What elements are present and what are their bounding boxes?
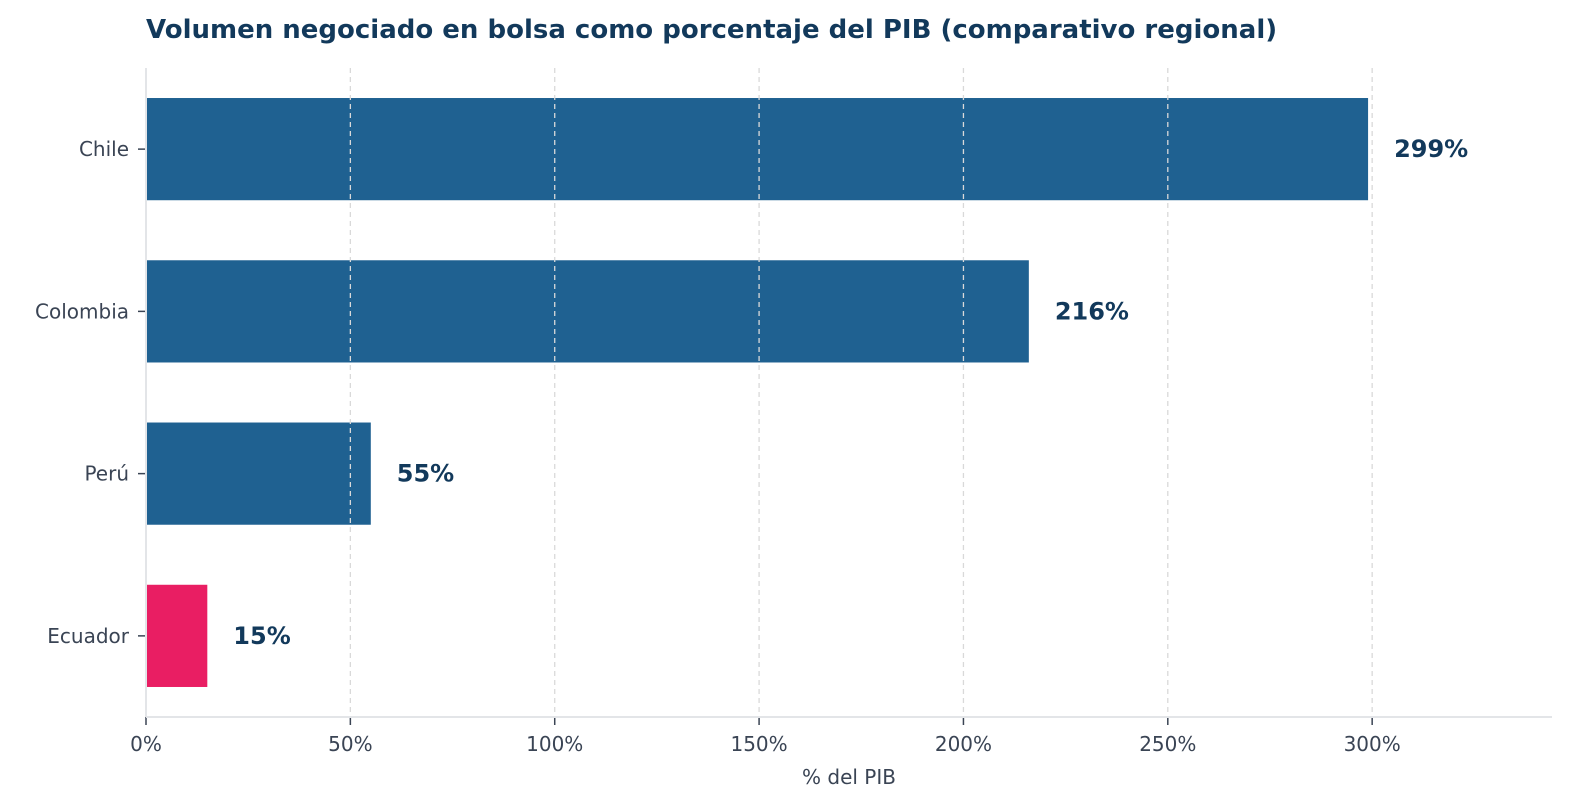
x-tick-label: 250% <box>1139 732 1196 756</box>
bar-colombia <box>147 260 1029 363</box>
x-tick-label: 200% <box>935 732 992 756</box>
bar-ecuador <box>147 584 208 687</box>
x-tick-label: 150% <box>730 732 787 756</box>
x-tick-label: 300% <box>1344 732 1401 756</box>
x-tick-label: 100% <box>526 732 583 756</box>
y-tick-label: Perú <box>84 462 129 486</box>
y-tick-label: Ecuador <box>47 624 129 648</box>
data-label: 15% <box>233 622 290 650</box>
chart-title: Volumen negociado en bolsa como porcenta… <box>146 15 1277 45</box>
x-axis-label: % del PIB <box>802 765 896 789</box>
data-label: 216% <box>1055 297 1129 325</box>
x-tick-label: 0% <box>130 732 162 756</box>
y-tick-label: Colombia <box>35 299 129 323</box>
data-label: 55% <box>397 460 454 488</box>
data-label: 299% <box>1394 135 1468 163</box>
bar-chile <box>147 98 1369 201</box>
y-tick-label: Chile <box>79 137 129 161</box>
bar-perú <box>147 422 371 525</box>
x-tick-label: 50% <box>328 732 372 756</box>
